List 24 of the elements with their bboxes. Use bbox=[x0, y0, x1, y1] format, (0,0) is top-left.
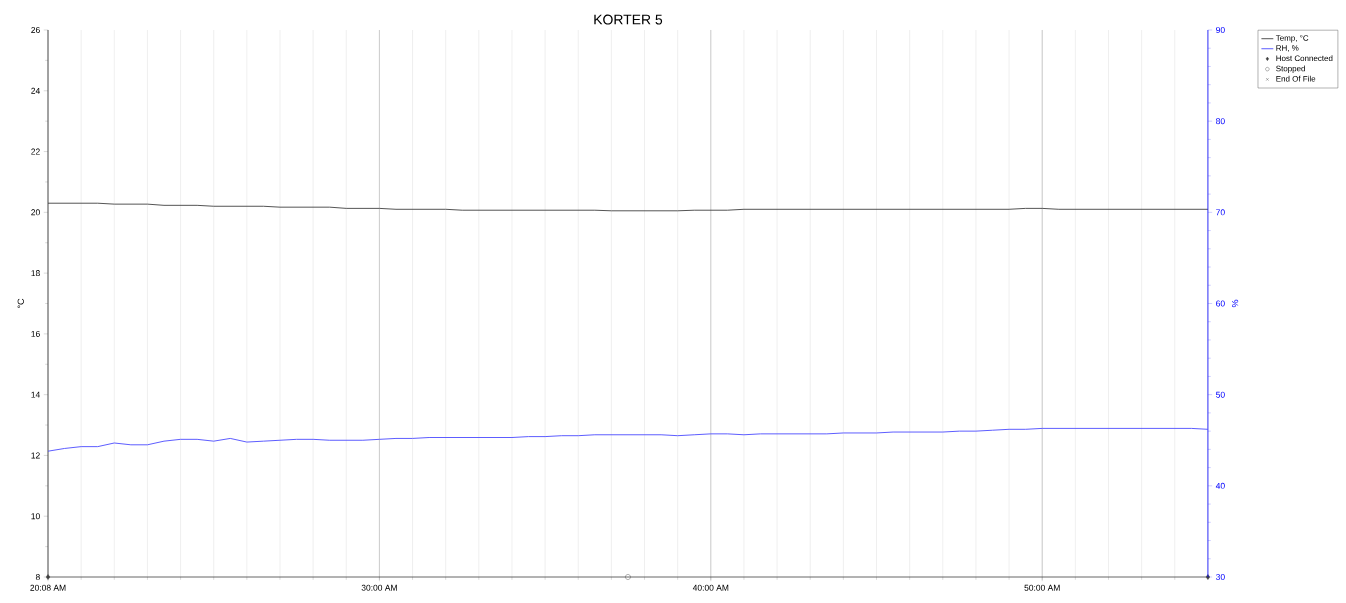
x-tick-label: 30:00 AM bbox=[361, 584, 397, 591]
y2-tick-label: 80 bbox=[1216, 118, 1225, 125]
y2-tick-label: 50 bbox=[1216, 391, 1225, 398]
y2-tick-label: 90 bbox=[1216, 27, 1225, 33]
x-tick-label: 40:00 AM bbox=[692, 584, 729, 591]
y-tick-label: 8 bbox=[35, 574, 40, 580]
y2-tick-label: 60 bbox=[1216, 300, 1225, 307]
y-tick-label: 22 bbox=[31, 148, 40, 155]
y2-axis-title: % bbox=[1231, 299, 1239, 308]
y-tick-label: 26 bbox=[31, 27, 40, 33]
y2-tick-label: 30 bbox=[1216, 574, 1225, 580]
y-tick-label: 14 bbox=[31, 391, 40, 398]
x-tick-label: 50:00 AM bbox=[1024, 584, 1060, 591]
y-tick-label: 20 bbox=[31, 209, 40, 216]
x-tick-label: 20:08 AM bbox=[30, 584, 66, 591]
y2-tick-label: 40 bbox=[1215, 482, 1225, 489]
y-tick-label: 18 bbox=[31, 270, 40, 277]
chart-title: KORTER 5 bbox=[594, 14, 663, 25]
y2-tick-label: 70 bbox=[1216, 209, 1225, 216]
y-tick-label: 16 bbox=[31, 330, 40, 337]
y-tick-label: 10 bbox=[31, 513, 40, 520]
y-axis-title: °C bbox=[17, 298, 24, 308]
y-tick-label: 12 bbox=[31, 452, 40, 459]
y-tick-label: 24 bbox=[31, 87, 40, 94]
